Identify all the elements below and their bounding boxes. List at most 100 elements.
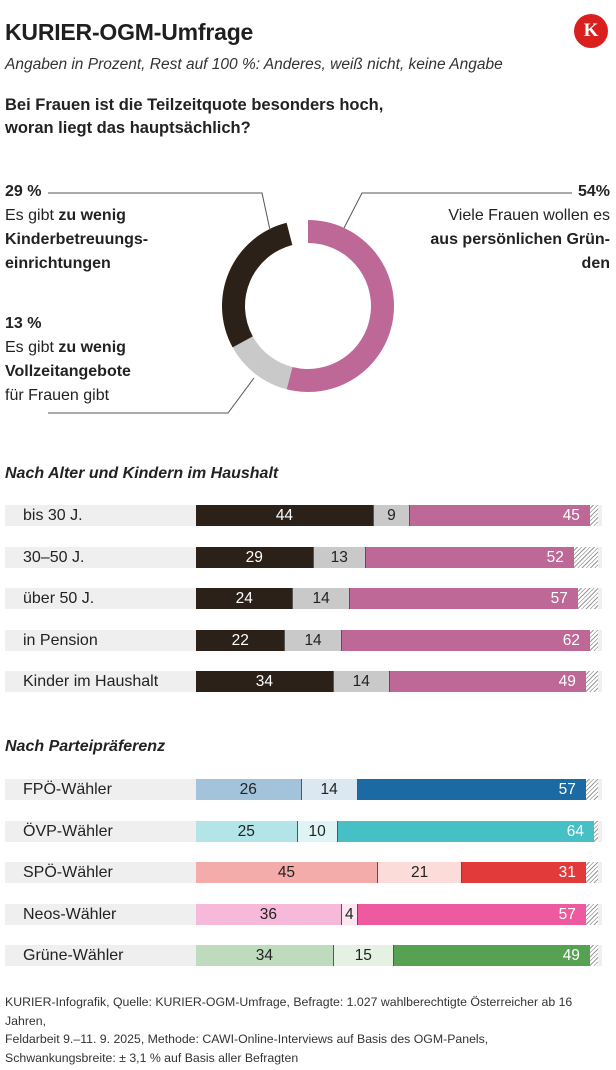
bar-segment-childcare: 34 [196, 671, 333, 692]
bar-value-label: 10 [308, 822, 326, 840]
bar-segment-rest [589, 505, 598, 526]
bar-segment-fulltime: 13 [312, 546, 365, 568]
bar-segment-rest [577, 588, 598, 609]
question: Bei Frauen ist die Teilzeitquote besonde… [5, 94, 425, 140]
bar-row-gruene-waehler: Grüne-Wähler 34 15 49 [5, 945, 602, 966]
bar-segment-childcare: 26 [196, 779, 301, 800]
bar-segment-fulltime: 15 [332, 945, 393, 966]
bar-segment-rest [585, 671, 598, 692]
bar-segment-fulltime: 14 [332, 671, 389, 692]
bar-segment-rest [589, 629, 598, 651]
bar-value-label: 57 [558, 781, 576, 798]
bar-segment-childcare: 29 [196, 546, 313, 568]
bar-segment-rest [585, 779, 598, 800]
bar-value-label: 34 [255, 673, 273, 690]
bar-row-label: Kinder im Haushalt [23, 673, 159, 690]
donut-label-fulltime: 13 % Es gibt zu wenig Vollzeitangebote f… [5, 312, 131, 408]
leader-line-fulltime [48, 377, 255, 414]
bar-value-label: 14 [320, 781, 338, 798]
bar-stack: 24 14 57 [196, 588, 598, 609]
bar-row-label: ÖVP-Wähler [23, 822, 113, 840]
bar-row-spoe-waehler: SPÖ-Wähler 45 21 31 [5, 862, 602, 883]
bar-segment-rest [593, 820, 598, 842]
bar-segment-personal: 57 [348, 588, 578, 609]
bar-segment-rest [585, 903, 598, 925]
question-line-2: woran liegt das hauptsächlich? [5, 119, 251, 137]
bar-value-label: 24 [235, 590, 253, 607]
bar-segment-personal: 31 [461, 862, 586, 883]
bar-value-label: 14 [312, 590, 330, 607]
bar-stack: 34 14 49 [196, 671, 598, 692]
donut-label-childcare-bold-1: zu wenig [58, 207, 126, 224]
bar-segment-fulltime: 14 [284, 629, 341, 651]
donut-label-fulltime-bold-1: zu wenig [58, 339, 126, 356]
donut-label-childcare: 29 % Es gibt zu wenig Kinderbetreuungs- … [5, 180, 148, 276]
donut-label-childcare-bold-3: einrichtungen [5, 255, 111, 272]
bar-value-label: 36 [259, 905, 277, 923]
donut-slice-childcare [221, 222, 293, 348]
bar-stack: 36 4 57 [196, 903, 598, 925]
footer-line-3: Schwankungsbreite: ± 3,1 % auf Basis all… [5, 1050, 299, 1065]
bar-row-30-50-j: 30–50 J. 29 13 52 [5, 546, 602, 568]
bar-segment-rest [585, 862, 598, 883]
bar-stack: 22 14 62 [196, 629, 598, 651]
footer: KURIER-Infografik, Quelle: KURIER-OGM-Um… [5, 993, 611, 1067]
bar-value-label: 62 [562, 631, 580, 649]
donut-slices [221, 220, 394, 392]
bar-segment-fulltime: 21 [376, 862, 462, 883]
section-title-age: Nach Alter und Kindern im Haushalt [5, 465, 279, 482]
bar-segment-personal: 49 [392, 945, 590, 966]
bar-segment-personal: 64 [336, 820, 594, 842]
bar-segment-fulltime: 14 [292, 588, 349, 609]
bar-value-label: 57 [558, 905, 576, 923]
bar-stack: 25 10 64 [196, 820, 598, 842]
bar-segment-childcare: 24 [196, 588, 293, 609]
question-line-1: Bei Frauen ist die Teilzeitquote besonde… [5, 96, 384, 114]
donut-label-personal-pct: 54% [577, 183, 610, 200]
kurier-logo-icon: K [574, 14, 608, 48]
donut-label-fulltime-bold-2: Vollzeitangebote [5, 363, 131, 380]
footer-line-1: KURIER-Infografik, Quelle: KURIER-OGM-Um… [5, 995, 573, 1028]
donut-label-childcare-pct: 29 % [5, 183, 42, 200]
donut-label-fulltime-line-3: für Frauen gibt [5, 387, 110, 404]
bar-row-bis-30-j: bis 30 J. 44 9 45 [5, 505, 602, 526]
section-title-party: Nach Parteipräferenz [5, 738, 166, 755]
bar-row-label: SPÖ-Wähler [23, 864, 113, 881]
donut-label-fulltime-pre: Es gibt [5, 339, 59, 356]
bar-value-label: 22 [231, 631, 249, 649]
bar-value-label: 49 [562, 947, 580, 964]
donut-label-childcare-pre: Es gibt [5, 207, 59, 224]
bar-row-label: bis 30 J. [23, 507, 83, 524]
bar-segment-fulltime: 14 [300, 779, 357, 800]
donut-slice-personal [286, 220, 394, 392]
bar-value-label: 57 [550, 590, 568, 607]
bar-segment-fulltime: 10 [296, 820, 337, 842]
donut-label-personal: 54% Viele Frauen wollen es aus persönlic… [430, 180, 610, 276]
bar-segment-personal: 57 [356, 903, 586, 925]
bar-row-in-pension: in Pension 22 14 62 [5, 629, 602, 651]
bar-value-label: 4 [344, 905, 354, 923]
chart-subtitle: Angaben in Prozent, Rest auf 100 %: Ande… [5, 56, 503, 73]
bar-segment-rest [589, 945, 598, 966]
bar-value-label: 44 [275, 507, 294, 524]
bar-value-label: 49 [558, 673, 576, 690]
bar-row-oevp-waehler: ÖVP-Wähler 25 10 64 [5, 820, 602, 842]
bar-value-label: 45 [562, 507, 580, 524]
bar-value-label: 21 [410, 864, 429, 881]
leader-line-personal [343, 192, 572, 229]
donut-label-personal-bold-2: aus persönlichen Grün- [430, 231, 610, 248]
bar-value-label: 15 [354, 947, 372, 964]
donut-slice-fulltime [232, 336, 293, 390]
bar-stack: 34 15 49 [196, 945, 598, 966]
bar-value-label: 13 [330, 548, 348, 566]
leader-line-childcare [48, 192, 271, 231]
bar-stack: 44 9 45 [196, 505, 598, 526]
bar-value-label: 9 [387, 507, 396, 524]
bar-value-label: 14 [304, 631, 322, 649]
bar-segment-childcare: 44 [196, 505, 373, 526]
donut-label-personal-line-1: Viele Frauen wollen es [448, 207, 610, 224]
bar-row-ueber-50-j: über 50 J. 24 14 57 [5, 588, 602, 609]
bar-segment-fulltime: 4 [340, 903, 357, 925]
bar-row-fpoe-waehler: FPÖ-Wähler 26 14 57 [5, 779, 602, 800]
bar-segment-personal: 49 [388, 671, 586, 692]
